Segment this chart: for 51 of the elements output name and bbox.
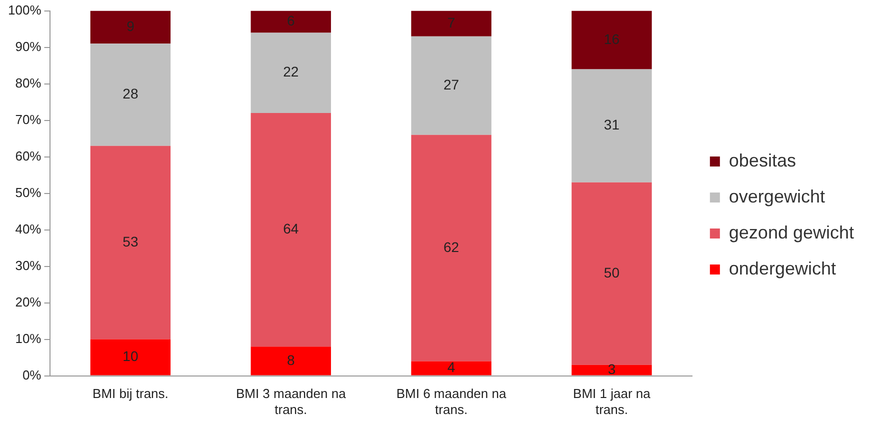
bar xyxy=(411,134,492,362)
bar xyxy=(250,113,331,347)
data-label: 50 xyxy=(604,264,620,280)
x-tick-label: BMI 1 jaar na trans. xyxy=(573,386,652,417)
y-tick-label: 30% xyxy=(15,258,42,273)
bar xyxy=(572,182,652,365)
y-tick-label: 10% xyxy=(15,330,42,346)
data-label: 8 xyxy=(286,352,295,368)
data-label: 7 xyxy=(447,14,456,30)
bar xyxy=(90,146,171,340)
data-label: 16 xyxy=(604,30,620,47)
y-tick-label: 60% xyxy=(15,148,42,164)
bar xyxy=(411,10,492,36)
legend-label: gezond gewicht xyxy=(728,222,854,242)
data-label: 27 xyxy=(444,76,460,92)
bar xyxy=(572,364,652,376)
bar xyxy=(90,44,171,146)
data-label: 6 xyxy=(286,12,295,29)
x-tick-label: BMI 3 maanden na trans. xyxy=(236,386,347,417)
legend-label: ondergewicht xyxy=(728,258,836,278)
x-tick-label: BMI bij trans. xyxy=(92,386,168,402)
bar xyxy=(90,339,171,376)
data-label: 9 xyxy=(126,18,135,34)
y-tick-label: 40% xyxy=(15,221,42,236)
y-tick-label: 100% xyxy=(8,2,42,18)
data-label: 62 xyxy=(444,238,460,255)
y-tick-label: 50% xyxy=(15,184,42,200)
bar xyxy=(90,10,171,44)
bar xyxy=(411,361,492,376)
bar xyxy=(572,69,652,182)
data-label: 28 xyxy=(122,86,138,102)
x-tick-label: BMI 6 maanden na trans. xyxy=(396,386,507,417)
legend-label: overgewicht xyxy=(728,186,825,206)
data-label: 3 xyxy=(608,360,616,377)
bar xyxy=(250,346,331,376)
data-label: 10 xyxy=(122,348,138,364)
bar xyxy=(411,36,492,135)
bar xyxy=(572,10,652,70)
data-label: 64 xyxy=(283,220,299,237)
data-label: 31 xyxy=(604,116,620,133)
bar xyxy=(250,32,331,113)
data-label: 22 xyxy=(283,64,299,80)
y-tick-label: 70% xyxy=(15,112,42,127)
data-label: 53 xyxy=(122,233,138,250)
legend-label: obesitas xyxy=(728,150,796,170)
y-tick-label: 80% xyxy=(15,75,42,90)
bar xyxy=(250,10,331,33)
data-label: 4 xyxy=(447,359,456,376)
y-tick-label: 90% xyxy=(15,38,42,54)
y-tick-label: 20% xyxy=(15,294,42,310)
y-tick-label: 0% xyxy=(22,367,42,382)
